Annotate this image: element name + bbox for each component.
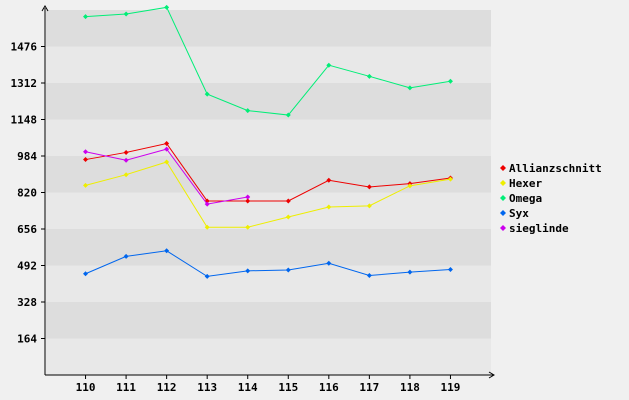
background-bands xyxy=(46,10,491,375)
data-point xyxy=(245,224,251,230)
legend-marker xyxy=(500,225,506,231)
grid-band xyxy=(46,302,491,339)
grid-band xyxy=(46,338,491,375)
x-tick-label: 115 xyxy=(278,381,298,394)
y-tick-label: 1148 xyxy=(11,114,38,127)
y-tick-label: 1476 xyxy=(11,41,38,54)
x-tick-label: 114 xyxy=(238,381,258,394)
data-point xyxy=(326,62,332,68)
data-point xyxy=(245,108,251,114)
data-point xyxy=(285,214,291,220)
x-tick-labels: 110 111 112 113 114 115 116 117 118 119 xyxy=(76,375,461,394)
data-point xyxy=(83,271,89,277)
y-tick-label: 164 xyxy=(17,333,37,346)
x-tick-label: 111 xyxy=(116,381,136,394)
x-tick-label: 113 xyxy=(197,381,217,394)
x-tick-label: 119 xyxy=(441,381,461,394)
series-lines xyxy=(83,4,453,279)
data-point xyxy=(366,184,372,190)
data-point xyxy=(204,224,210,230)
data-point xyxy=(123,11,129,17)
legend-label: Hexer xyxy=(509,177,542,190)
grid-band xyxy=(46,229,491,266)
series-line xyxy=(85,250,451,277)
series-omega xyxy=(83,4,453,118)
data-point xyxy=(285,267,291,273)
y-tick-label: 984 xyxy=(17,150,37,163)
data-point xyxy=(245,194,251,200)
x-tick-label: 112 xyxy=(157,381,177,394)
legend: Allianzschnitt Hexer Omega Syx sieglinde xyxy=(500,162,602,235)
data-point xyxy=(83,149,89,155)
legend-marker xyxy=(500,195,506,201)
legend-label: Omega xyxy=(509,192,542,205)
legend-marker xyxy=(500,165,506,171)
y-tick-label: 1312 xyxy=(11,77,38,90)
series-line xyxy=(85,161,451,228)
data-point xyxy=(164,146,170,152)
data-point xyxy=(164,141,170,147)
grid-band xyxy=(46,119,491,156)
y-tick-label: 820 xyxy=(17,187,37,200)
data-point xyxy=(123,157,129,163)
data-point xyxy=(164,248,170,254)
series-line xyxy=(85,142,451,202)
data-point xyxy=(326,260,332,266)
legend-marker xyxy=(500,210,506,216)
data-point xyxy=(407,183,413,189)
series-hexer xyxy=(83,159,453,230)
data-point xyxy=(285,198,291,204)
legend-label: Syx xyxy=(509,207,529,220)
grid-band xyxy=(46,83,491,120)
data-point xyxy=(204,91,210,97)
data-point xyxy=(326,177,332,183)
x-tick-label: 110 xyxy=(76,381,96,394)
data-point xyxy=(407,269,413,275)
y-tick-label: 656 xyxy=(17,223,37,236)
data-point xyxy=(285,112,291,118)
data-point xyxy=(83,14,89,20)
data-point xyxy=(366,273,372,279)
grid-band xyxy=(46,192,491,229)
axes xyxy=(41,5,495,379)
data-point xyxy=(366,73,372,79)
data-point xyxy=(245,268,251,274)
data-point xyxy=(366,203,372,209)
grid-band xyxy=(46,156,491,193)
y-axis-arrow xyxy=(41,5,49,12)
data-point xyxy=(123,253,129,259)
legend-label: sieglinde xyxy=(509,222,569,235)
x-axis-arrow xyxy=(488,371,495,379)
data-point xyxy=(83,157,89,163)
y-tick-labels: 164 328 492 656 820 984 1148 1312 1476 xyxy=(11,41,45,346)
x-tick-label: 116 xyxy=(319,381,339,394)
data-point xyxy=(407,85,413,91)
series-syx xyxy=(83,248,453,279)
y-tick-label: 328 xyxy=(17,296,37,309)
grid-band xyxy=(46,46,491,83)
data-point xyxy=(204,273,210,279)
data-point xyxy=(326,204,332,210)
y-tick-label: 492 xyxy=(17,260,37,273)
data-point xyxy=(447,78,453,84)
series-line xyxy=(85,6,451,116)
data-point xyxy=(447,267,453,273)
x-tick-label: 118 xyxy=(400,381,420,394)
legend-marker xyxy=(500,180,506,186)
data-point xyxy=(83,182,89,188)
legend-label: Allianzschnitt xyxy=(509,162,602,175)
data-point xyxy=(447,176,453,182)
data-point xyxy=(164,4,170,10)
x-tick-label: 117 xyxy=(359,381,379,394)
data-point xyxy=(245,198,251,204)
series-sieglinde xyxy=(83,146,251,207)
data-point xyxy=(204,201,210,207)
data-point xyxy=(164,159,170,165)
data-point xyxy=(123,149,129,155)
data-point xyxy=(123,172,129,178)
grid-band xyxy=(46,10,491,47)
